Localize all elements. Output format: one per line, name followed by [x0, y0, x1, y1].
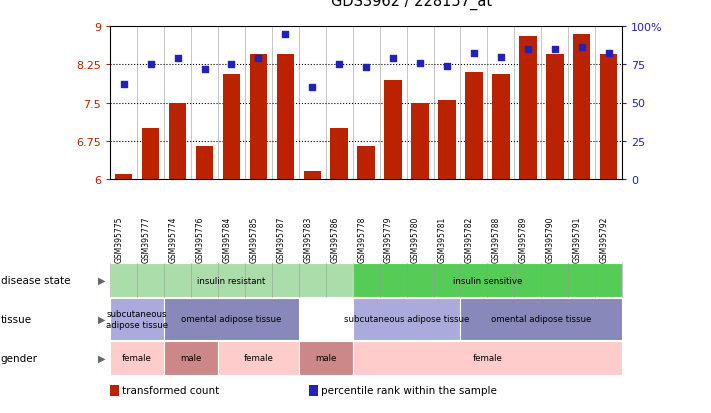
Bar [196, 147, 213, 180]
Text: subcutaneous adipose tissue: subcutaneous adipose tissue [344, 315, 469, 323]
Point [442, 63, 453, 70]
Point [576, 45, 587, 52]
Text: GSM395777: GSM395777 [141, 216, 151, 263]
Bar [223, 75, 240, 180]
Text: GSM395784: GSM395784 [223, 216, 232, 263]
Point [387, 56, 399, 62]
Text: gender: gender [1, 353, 38, 363]
Text: GSM395785: GSM395785 [250, 216, 258, 263]
Bar [492, 75, 510, 180]
Bar [573, 35, 590, 180]
Point [415, 60, 426, 67]
Bar [277, 55, 294, 180]
Point [199, 66, 210, 73]
Text: female: female [473, 354, 503, 362]
Bar [546, 55, 564, 180]
Text: GSM395782: GSM395782 [465, 216, 474, 263]
Text: insulin resistant: insulin resistant [197, 276, 266, 285]
Bar [438, 101, 456, 180]
Point [360, 65, 372, 71]
Point [306, 85, 318, 91]
Text: omental adipose tissue: omental adipose tissue [491, 315, 592, 323]
Text: ▶: ▶ [98, 275, 105, 285]
Bar [600, 55, 617, 180]
Text: GDS3962 / 228157_at: GDS3962 / 228157_at [331, 0, 492, 10]
Bar [250, 55, 267, 180]
Text: GSM395774: GSM395774 [169, 216, 178, 263]
Text: GSM395790: GSM395790 [546, 216, 555, 263]
Text: GSM395786: GSM395786 [330, 216, 339, 263]
Point [172, 56, 183, 62]
Point [118, 82, 129, 88]
Text: GSM395780: GSM395780 [411, 216, 420, 263]
Point [226, 62, 237, 68]
Text: GSM395792: GSM395792 [599, 216, 609, 263]
Text: GSM395783: GSM395783 [304, 216, 312, 263]
Bar [465, 73, 483, 180]
Bar [385, 80, 402, 180]
Text: subcutaneous
adipose tissue: subcutaneous adipose tissue [106, 309, 169, 329]
Text: female: female [122, 354, 152, 362]
Text: GSM395789: GSM395789 [519, 216, 528, 263]
Text: omental adipose tissue: omental adipose tissue [181, 315, 282, 323]
Text: GSM395787: GSM395787 [277, 216, 285, 263]
Text: GSM395779: GSM395779 [384, 216, 393, 263]
Text: percentile rank within the sample: percentile rank within the sample [321, 385, 496, 395]
Text: GSM395791: GSM395791 [572, 216, 582, 263]
Text: GSM395775: GSM395775 [114, 216, 124, 263]
Text: tissue: tissue [1, 314, 32, 324]
Bar [358, 147, 375, 180]
Point [252, 56, 264, 62]
Text: transformed count: transformed count [122, 385, 219, 395]
Point [495, 54, 506, 61]
Point [469, 51, 480, 58]
Text: GSM395788: GSM395788 [492, 216, 501, 263]
Text: ▶: ▶ [98, 353, 105, 363]
Point [333, 62, 345, 68]
Text: GSM395778: GSM395778 [357, 216, 366, 263]
Bar [142, 129, 159, 180]
Text: GSM395776: GSM395776 [196, 216, 205, 263]
Text: insulin sensitive: insulin sensitive [453, 276, 522, 285]
Text: disease state: disease state [1, 275, 70, 285]
Point [279, 31, 291, 38]
Text: ▶: ▶ [98, 314, 105, 324]
Text: male: male [181, 354, 202, 362]
Text: GSM395781: GSM395781 [438, 216, 447, 263]
Bar [331, 129, 348, 180]
Bar [519, 37, 537, 180]
Bar [304, 172, 321, 180]
Point [145, 62, 156, 68]
Point [603, 51, 614, 58]
Bar [411, 103, 429, 180]
Point [522, 47, 533, 53]
Point [549, 47, 560, 53]
Text: female: female [243, 354, 273, 362]
Text: male: male [315, 354, 336, 362]
Bar [169, 103, 186, 180]
Bar [115, 175, 132, 180]
